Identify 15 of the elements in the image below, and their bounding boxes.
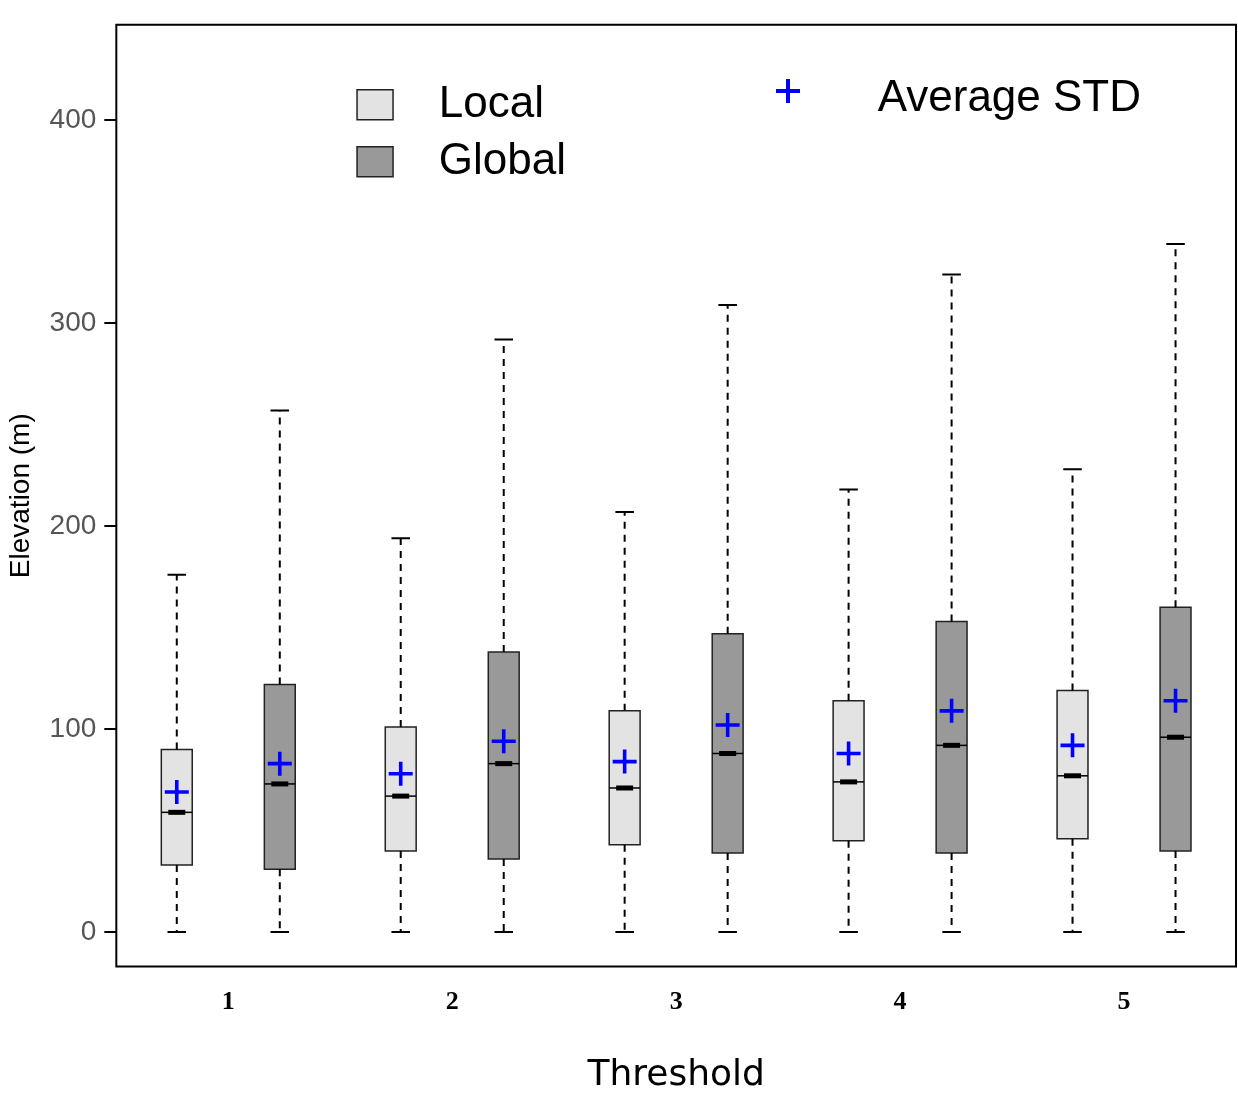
x-tick-label: 2 [445, 985, 459, 1015]
x-tick-label: 1 [221, 985, 235, 1015]
x-tick-label: 5 [1117, 985, 1131, 1015]
y-axis-title: Elevation (m) [3, 413, 35, 579]
x-tick-label: 3 [669, 985, 683, 1015]
x-axis-title: Threshold [586, 1051, 765, 1093]
y-tick-label: 200 [49, 508, 97, 540]
legend-label: Local [438, 76, 544, 126]
y-tick-label: 400 [49, 102, 97, 134]
y-tick-label: 0 [80, 914, 97, 946]
annotation: Average STD [877, 70, 1142, 120]
legend-label: Global [438, 133, 566, 183]
y-tick-label: 300 [49, 305, 97, 337]
y-tick-label: 100 [49, 711, 97, 743]
x-tick-label: 4 [893, 985, 907, 1015]
